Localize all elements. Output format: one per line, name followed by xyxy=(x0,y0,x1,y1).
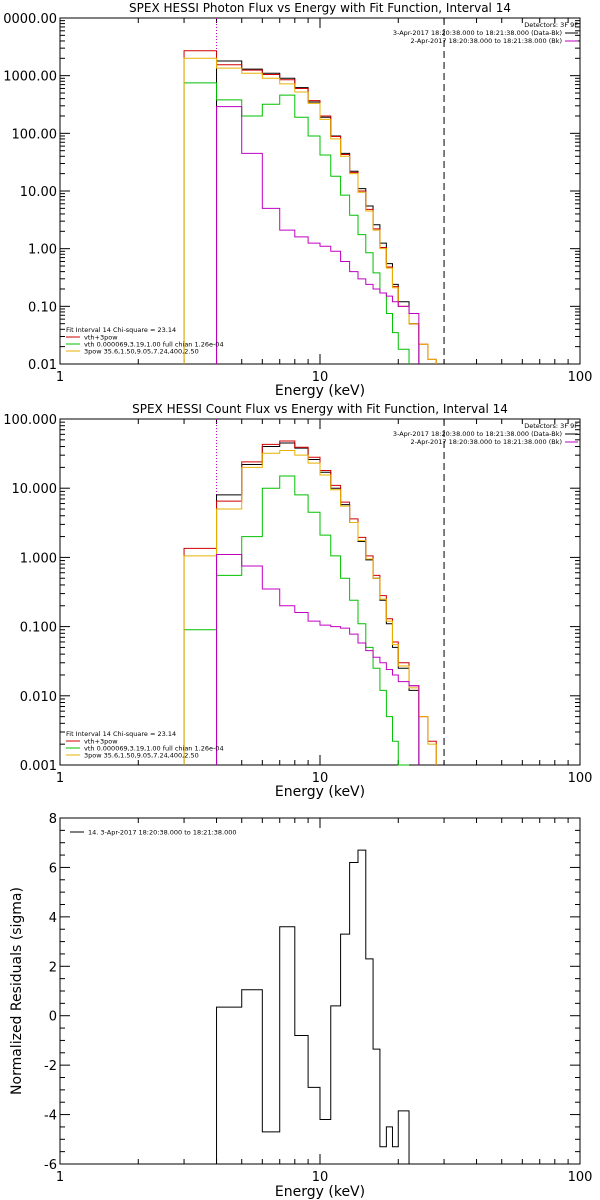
count-flux-title: SPEX HESSI Count Flux vs Energy with Fit… xyxy=(132,402,508,416)
residuals-y-tick-label: 4 xyxy=(49,911,57,926)
photon-flux-x-tick-label: 1 xyxy=(56,370,64,385)
photon-flux-x-tick-label: 100 xyxy=(568,370,593,385)
photon-flux-title: SPEX HESSI Photon Flux vs Energy with Fi… xyxy=(129,1,511,15)
photon-flux-fit-total-label: vth+3pow xyxy=(84,334,118,342)
count-flux-detectors-label: Detectors: 3F 9F xyxy=(524,422,578,430)
count-flux-series-line xyxy=(216,554,420,765)
photon-flux-legend-bk: 2-Apr-2017 18:20:38.000 to 18:21:38.000 … xyxy=(411,37,562,45)
count-flux-fit-3pow-label: 3pow 35.6,1.50,9.05,7.24,400,2.50 xyxy=(84,752,199,760)
residuals-x-tick-label: 1 xyxy=(56,1170,64,1185)
residuals-tick-marks xyxy=(60,817,580,1165)
count-flux-fit-interval-label: Fit Interval 14 Chi-square = 23.14 xyxy=(66,730,176,738)
photon-flux-y-tick-label: 0.10 xyxy=(28,300,57,315)
count-flux-tick-marks xyxy=(60,419,580,765)
photon-flux-y-tick-label: 0000.00 xyxy=(3,12,57,27)
count-flux-series xyxy=(183,440,437,766)
residuals-y-tick-labels: -6 -4 -2 0 2 4 6 8 xyxy=(44,812,57,1173)
count-flux-fit-vth-label: vth 0.000069,3.19,1.00 full chian 1.26e-… xyxy=(84,745,224,753)
photon-flux-fit-vth-label: vth 0.000069,3.19,1.00 full chian 1.26e-… xyxy=(84,341,224,349)
photon-flux-y-tick-label: 10.00 xyxy=(20,185,57,200)
residuals-y-tick-label: -4 xyxy=(44,1109,57,1124)
count-flux-fit-total-label: vth+3pow xyxy=(84,738,118,746)
count-flux-x-tick-label: 100 xyxy=(568,771,593,786)
photon-flux-series xyxy=(183,50,437,364)
residuals-y-tick-label: 8 xyxy=(49,812,57,827)
count-flux-y-tick-label: 0.001 xyxy=(20,759,57,774)
count-flux-top-legend: Detectors: 3F 9F 3-Apr-2017 18:20:38.000… xyxy=(393,422,578,446)
photon-flux-series-line xyxy=(183,57,437,364)
photon-flux-top-legend: Detectors: 3F 9F 3-Apr-2017 18:20:38.000… xyxy=(393,21,578,45)
photon-flux-panel: SPEX HESSI Photon Flux vs Energy with Fi… xyxy=(3,1,592,399)
photon-flux-legend-data: 3-Apr-2017 18:20:38.000 to 18:21:38.000 … xyxy=(393,29,562,37)
photon-flux-series-line xyxy=(183,50,437,364)
residuals-legend-label: 14. 3-Apr-2017 18:20:38.000 to 18:21:38.… xyxy=(88,829,237,837)
photon-flux-y-tick-label: 1.00 xyxy=(28,243,57,258)
count-flux-legend-data: 3-Apr-2017 18:20:38.000 to 18:21:38.000 … xyxy=(393,430,562,438)
residuals-x-tick-labels: 1 10 100 xyxy=(56,1170,593,1185)
count-flux-panel: SPEX HESSI Count Flux vs Energy with Fit… xyxy=(3,402,592,800)
count-flux-y-tick-label: 0.100 xyxy=(20,621,57,636)
photon-flux-detectors-label: Detectors: 3F 9F xyxy=(524,21,578,29)
residuals-y-tick-label: 0 xyxy=(49,1010,57,1025)
count-flux-y-tick-label: 10.000 xyxy=(12,482,58,497)
count-flux-series-line xyxy=(183,450,437,765)
photon-flux-x-tick-label: 10 xyxy=(312,370,329,385)
residuals-x-tick-label: 100 xyxy=(568,1170,593,1185)
residuals-y-tick-label: 2 xyxy=(49,960,57,975)
residuals-y-tick-label: 6 xyxy=(49,861,57,876)
residuals-series xyxy=(216,849,410,1164)
photon-flux-x-tick-labels: 1 10 100 xyxy=(56,370,593,385)
photon-flux-y-tick-label: 1000.00 xyxy=(3,70,57,85)
count-flux-x-tick-label: 1 xyxy=(56,771,64,786)
photon-flux-x-axis-label: Energy (keV) xyxy=(275,383,365,399)
photon-flux-y-tick-labels: 0.01 0.10 1.00 10.00 100.00 1000.00 0000.00 xyxy=(3,12,57,373)
photon-flux-tick-marks xyxy=(60,18,580,364)
photon-flux-series-line xyxy=(183,82,410,364)
count-flux-x-tick-label: 10 xyxy=(312,771,329,786)
residuals-series-line xyxy=(216,849,410,1164)
count-flux-fit-legend: Fit Interval 14 Chi-square = 23.14 vth+3… xyxy=(66,730,224,760)
count-flux-y-tick-label: 1.000 xyxy=(20,551,57,566)
count-flux-y-tick-label: 0.010 xyxy=(20,690,57,705)
photon-flux-fit-3pow-label: 3pow 35.6,1.50,9.05,7.24,400,2.50 xyxy=(84,348,199,356)
count-flux-series-line xyxy=(183,475,410,766)
count-flux-x-tick-labels: 1 10 100 xyxy=(56,771,593,786)
photon-flux-series-line xyxy=(216,106,420,364)
count-flux-series-line xyxy=(183,440,437,765)
count-flux-y-tick-labels: 0.001 0.010 0.100 1.000 10.000 100.000 xyxy=(3,413,57,774)
photon-flux-fit-interval-label: Fit Interval 14 Chi-square = 23.14 xyxy=(66,326,176,334)
photon-flux-plot-frame xyxy=(59,17,581,365)
count-flux-x-axis-label: Energy (keV) xyxy=(275,784,365,800)
residuals-y-axis-label: Normalized Residuals (sigma) xyxy=(9,887,25,1095)
photon-flux-fit-legend: Fit Interval 14 Chi-square = 23.14 vth+3… xyxy=(66,326,224,356)
photon-flux-y-tick-label: 100.00 xyxy=(12,127,58,142)
count-flux-legend-bk: 2-Apr-2017 18:20:38.000 to 18:21:38.000 … xyxy=(411,438,562,446)
residuals-y-tick-label: -2 xyxy=(44,1059,57,1074)
photon-flux-series-line xyxy=(216,60,420,364)
residuals-x-tick-label: 10 xyxy=(312,1170,329,1185)
residuals-y-tick-label: -6 xyxy=(44,1158,57,1173)
residuals-x-axis-label: Energy (keV) xyxy=(275,1184,365,1200)
residuals-panel: -6 -4 -2 0 2 4 6 8 1 10 100 Energy (keV) Normaliz… xyxy=(9,812,592,1200)
residuals-legend: 14. 3-Apr-2017 18:20:38.000 to 18:21:38.… xyxy=(70,829,237,837)
photon-flux-y-tick-label: 0.01 xyxy=(28,358,57,373)
count-flux-y-tick-label: 100.000 xyxy=(3,413,57,428)
